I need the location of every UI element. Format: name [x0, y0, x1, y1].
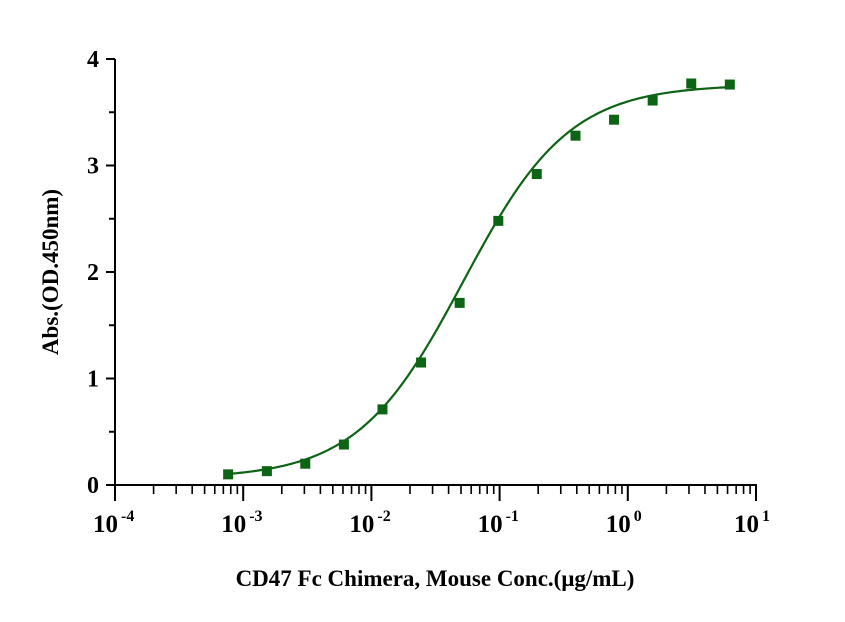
x-tick-label: 10 0 — [606, 508, 642, 538]
data-point — [686, 78, 697, 89]
data-point — [416, 357, 427, 368]
x-tick-exponent: -1 — [506, 508, 519, 525]
x-axis-title: CD47 Fc Chimera, Mouse Conc.(μg/mL) — [236, 566, 635, 591]
x-tick-exponent: -2 — [377, 508, 390, 525]
x-tick-base: 10 — [349, 511, 374, 538]
x-tick-label: 10 1 — [734, 508, 770, 538]
data-point — [338, 439, 349, 450]
x-tick-label: 10 -1 — [478, 508, 519, 538]
y-tick-label: 1 — [87, 367, 99, 393]
x-tick-base: 10 — [734, 511, 759, 538]
data-point — [223, 469, 234, 480]
x-tick-exponent: 1 — [762, 508, 770, 525]
data-point — [647, 95, 658, 106]
data-point — [531, 169, 542, 180]
y-tick-label: 2 — [87, 260, 99, 286]
data-point — [454, 297, 465, 308]
x-tick-exponent: 0 — [634, 508, 642, 525]
data-point — [377, 404, 388, 415]
x-tick-exponent: -4 — [121, 508, 134, 525]
data-point — [261, 466, 272, 477]
x-tick-exponent: -3 — [249, 508, 262, 525]
data-point — [300, 458, 311, 469]
y-tick-label: 0 — [87, 473, 99, 499]
x-tick-base: 10 — [221, 511, 246, 538]
data-point — [493, 215, 504, 226]
data-point — [724, 79, 735, 90]
data-point — [570, 130, 581, 141]
y-tick-label: 4 — [87, 47, 99, 73]
y-tick-label: 3 — [87, 154, 99, 180]
y-axis-title: Abs.(OD.450nm) — [38, 189, 63, 355]
x-tick-base: 10 — [478, 511, 503, 538]
data-point — [609, 114, 620, 125]
x-tick-label: 10 -2 — [349, 508, 390, 538]
x-tick-base: 10 — [606, 511, 631, 538]
data-points — [223, 78, 735, 480]
x-tick-label: 10 -3 — [221, 508, 262, 538]
x-tick-label: 10 -4 — [93, 508, 134, 538]
x-tick-base: 10 — [93, 511, 118, 538]
fit-curve — [228, 86, 730, 476]
fit-curve-group — [228, 86, 730, 476]
